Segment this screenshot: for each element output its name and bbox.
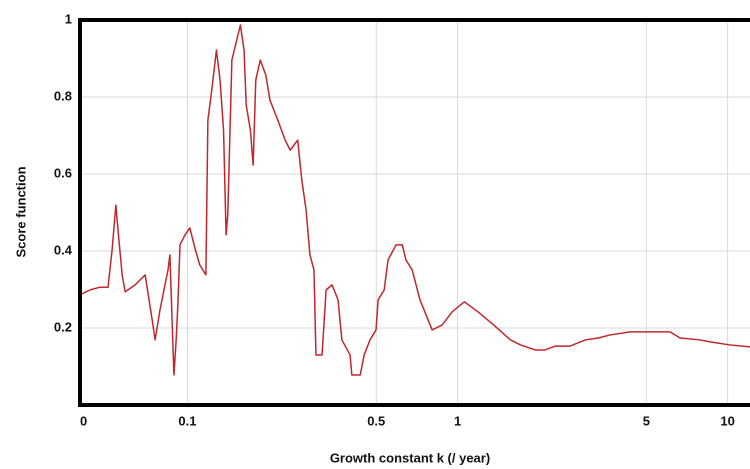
y-tick-label: 1 — [65, 11, 72, 26]
y-tick-label: 0.2 — [54, 319, 72, 334]
plot — [79, 24, 750, 376]
data-line — [79, 24, 750, 376]
y-tick-label: 0.4 — [54, 242, 73, 257]
x-tick-label: 5 — [643, 413, 650, 428]
grid — [79, 19, 750, 405]
x-axis-title: Growth constant k (/ year) — [330, 450, 490, 465]
y-tick-label: 0.6 — [54, 165, 72, 180]
x-tick-label: 0.5 — [367, 413, 385, 428]
x-tick-label: 1 — [454, 413, 461, 428]
y-axis-title: Score function — [13, 166, 28, 257]
x-tick-label: 0.1 — [178, 413, 196, 428]
plot-frame — [78, 18, 750, 407]
x-tick-label: 0 — [80, 413, 87, 428]
x-tick-label: 10 — [720, 413, 734, 428]
y-tick-label: 0.8 — [54, 88, 72, 103]
